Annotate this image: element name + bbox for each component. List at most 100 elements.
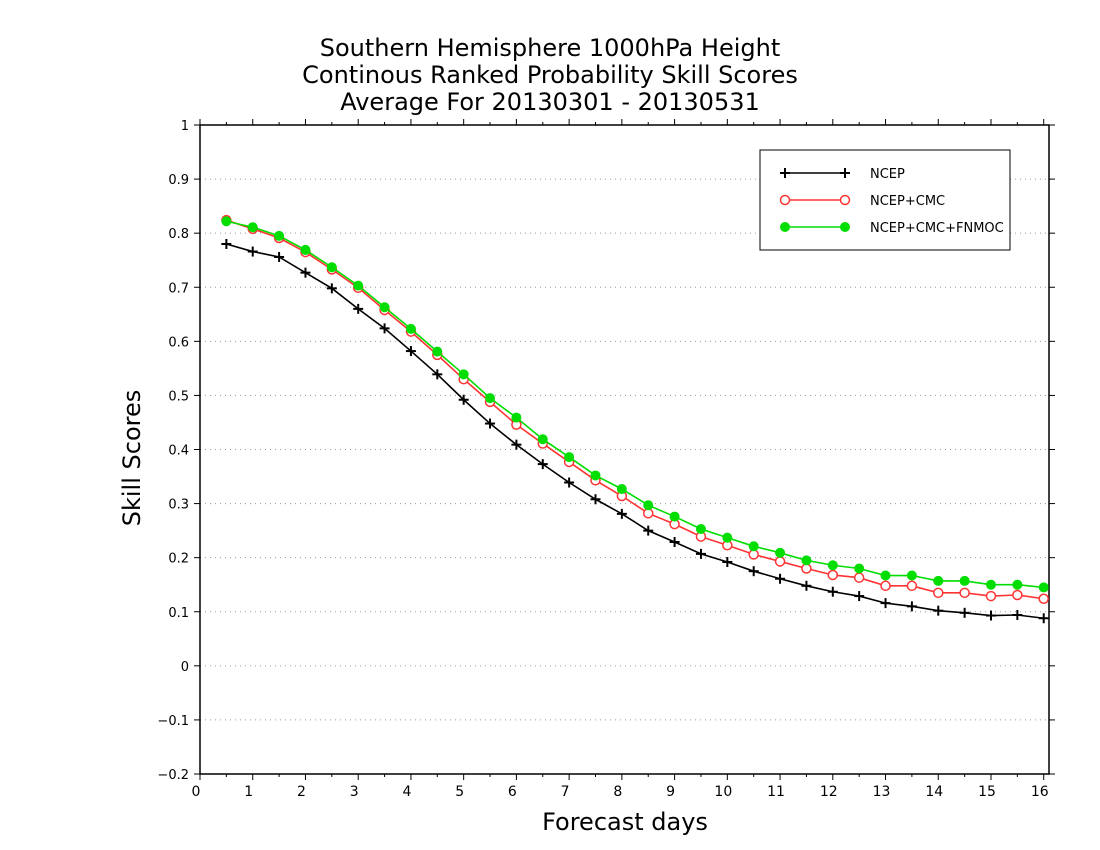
data-point-ncep: [1012, 609, 1023, 620]
data-point-ncep: [353, 303, 364, 314]
plot-frame: [199, 124, 1050, 775]
data-point-ncep-cmc-fnmoc: [458, 369, 469, 380]
data-point-ncep: [432, 369, 443, 380]
x-tick-label: 0: [192, 784, 201, 800]
y-tick-label: 0: [181, 660, 189, 675]
data-point-ncep: [722, 556, 733, 567]
data-point-ncep-cmc: [906, 580, 918, 592]
data-point-ncep: [669, 536, 680, 547]
legend-marker: [840, 168, 850, 178]
data-point-ncep-cmc-fnmoc: [432, 346, 443, 357]
x-tick-label: 13: [873, 784, 891, 800]
data-point-ncep: [775, 573, 786, 584]
y-tick-label: 1: [181, 119, 189, 134]
data-point-ncep-cmc-fnmoc: [405, 323, 416, 334]
y-tick-label: 0.6: [168, 335, 189, 350]
x-tick-label: 5: [455, 784, 464, 800]
y-axis-label: Skill Scores: [118, 389, 146, 527]
data-point-ncep-cmc-fnmoc: [564, 452, 575, 463]
data-point-ncep-cmc-fnmoc: [274, 230, 285, 241]
data-point-ncep: [485, 418, 496, 429]
data-point-ncep-cmc: [985, 590, 997, 602]
data-point-ncep-cmc-fnmoc: [1038, 582, 1049, 593]
data-point-ncep: [827, 586, 838, 597]
data-point-ncep-cmc-fnmoc: [326, 262, 337, 273]
data-point-ncep-cmc-fnmoc: [247, 222, 258, 233]
x-tick-label: 7: [561, 784, 570, 800]
x-tick-label: 10: [714, 784, 732, 800]
data-point-ncep: [906, 601, 917, 612]
data-point-ncep-cmc-fnmoc: [748, 541, 759, 552]
series-layer: [221, 214, 1049, 624]
data-point-ncep-cmc: [933, 587, 944, 599]
data-point-ncep-cmc-fnmoc: [959, 575, 970, 586]
data-point-ncep: [458, 394, 469, 405]
data-point-ncep-cmc-fnmoc: [669, 511, 680, 522]
data-point-ncep-cmc: [827, 569, 839, 581]
legend-entry-ncep: NCEP: [780, 167, 905, 182]
y-tick-label: 0.1: [168, 606, 189, 621]
data-point-ncep-cmc-fnmoc: [511, 412, 522, 423]
y-tick-label: −0.1: [157, 714, 189, 729]
legend: NCEP NCEP+CMC NCEP+CMC+FNMOC: [759, 149, 1011, 251]
x-axis-label: Forecast days: [542, 808, 708, 836]
axes: −0.2−0.100.10.20.30.40.50.60.70.80.910 1 2…: [157, 119, 1055, 800]
series-line-ncep-cmc: [226, 219, 1044, 600]
data-point-ncep-cmc-fnmoc: [353, 280, 364, 291]
data-point-ncep-cmc: [880, 580, 891, 592]
data-point-ncep: [326, 283, 337, 294]
data-point-ncep: [959, 607, 970, 618]
data-point-ncep: [616, 508, 627, 519]
data-point-ncep-cmc-fnmoc: [722, 532, 733, 543]
x-tick-label: 16: [1031, 784, 1049, 800]
y-tick-label: 0.3: [168, 498, 189, 513]
series-ncep-cmc: [221, 214, 1049, 605]
data-point-ncep: [300, 267, 311, 278]
data-point-ncep-cmc-fnmoc: [616, 483, 627, 494]
data-point-ncep: [801, 580, 812, 591]
data-point-ncep: [590, 494, 601, 505]
data-point-ncep-cmc: [959, 587, 970, 599]
x-tick-label: 12: [820, 784, 838, 800]
data-point-ncep-cmc-fnmoc: [985, 579, 996, 590]
y-tick-label: 0.7: [168, 281, 189, 296]
data-point-ncep: [748, 566, 759, 577]
data-point-ncep: [695, 548, 706, 559]
legend-label: NCEP+CMC: [870, 194, 945, 209]
legend-marker: [780, 222, 790, 232]
x-tick-label: 6: [508, 784, 517, 800]
data-point-ncep: [537, 459, 548, 470]
legend-label: NCEP+CMC+FNMOC: [870, 221, 1004, 236]
data-point-ncep: [221, 238, 232, 249]
data-point-ncep-cmc: [1012, 589, 1023, 601]
series-line-ncep-cmc-fnmoc: [226, 220, 1044, 589]
data-point-ncep-cmc: [853, 572, 865, 583]
data-point-ncep-cmc-fnmoc: [775, 547, 786, 558]
x-tick-label: 8: [613, 784, 622, 800]
y-tick-label: −0.2: [157, 768, 189, 783]
x-tick-label: 11: [767, 784, 785, 800]
x-tick-label: 1: [244, 784, 253, 800]
series-ncep: [221, 238, 1049, 624]
data-point-ncep: [933, 605, 944, 616]
data-point-ncep-cmc-fnmoc: [695, 524, 706, 535]
y-tick-label: 0.9: [168, 173, 189, 188]
gridlines: [200, 178, 1049, 721]
data-point-ncep-cmc: [774, 556, 786, 567]
data-point-ncep-cmc-fnmoc: [801, 555, 812, 566]
legend-marker: [779, 194, 791, 206]
legend-marker: [839, 194, 851, 206]
chart-subtitle: Continous Ranked Probability Skill Score…: [302, 61, 798, 89]
data-point-ncep-cmc-fnmoc: [300, 244, 311, 255]
chart-title: Southern Hemisphere 1000hPa Height: [319, 34, 781, 62]
data-point-ncep-cmc-fnmoc: [906, 570, 917, 581]
data-point-ncep: [854, 591, 865, 602]
data-point-ncep: [985, 610, 996, 621]
data-point-ncep-cmc-fnmoc: [537, 434, 548, 445]
data-point-ncep-cmc-fnmoc: [379, 302, 390, 313]
data-point-ncep: [564, 477, 575, 488]
data-point-ncep: [274, 251, 285, 262]
data-point-ncep: [379, 323, 390, 334]
y-tick-label: 0.5: [168, 389, 189, 404]
